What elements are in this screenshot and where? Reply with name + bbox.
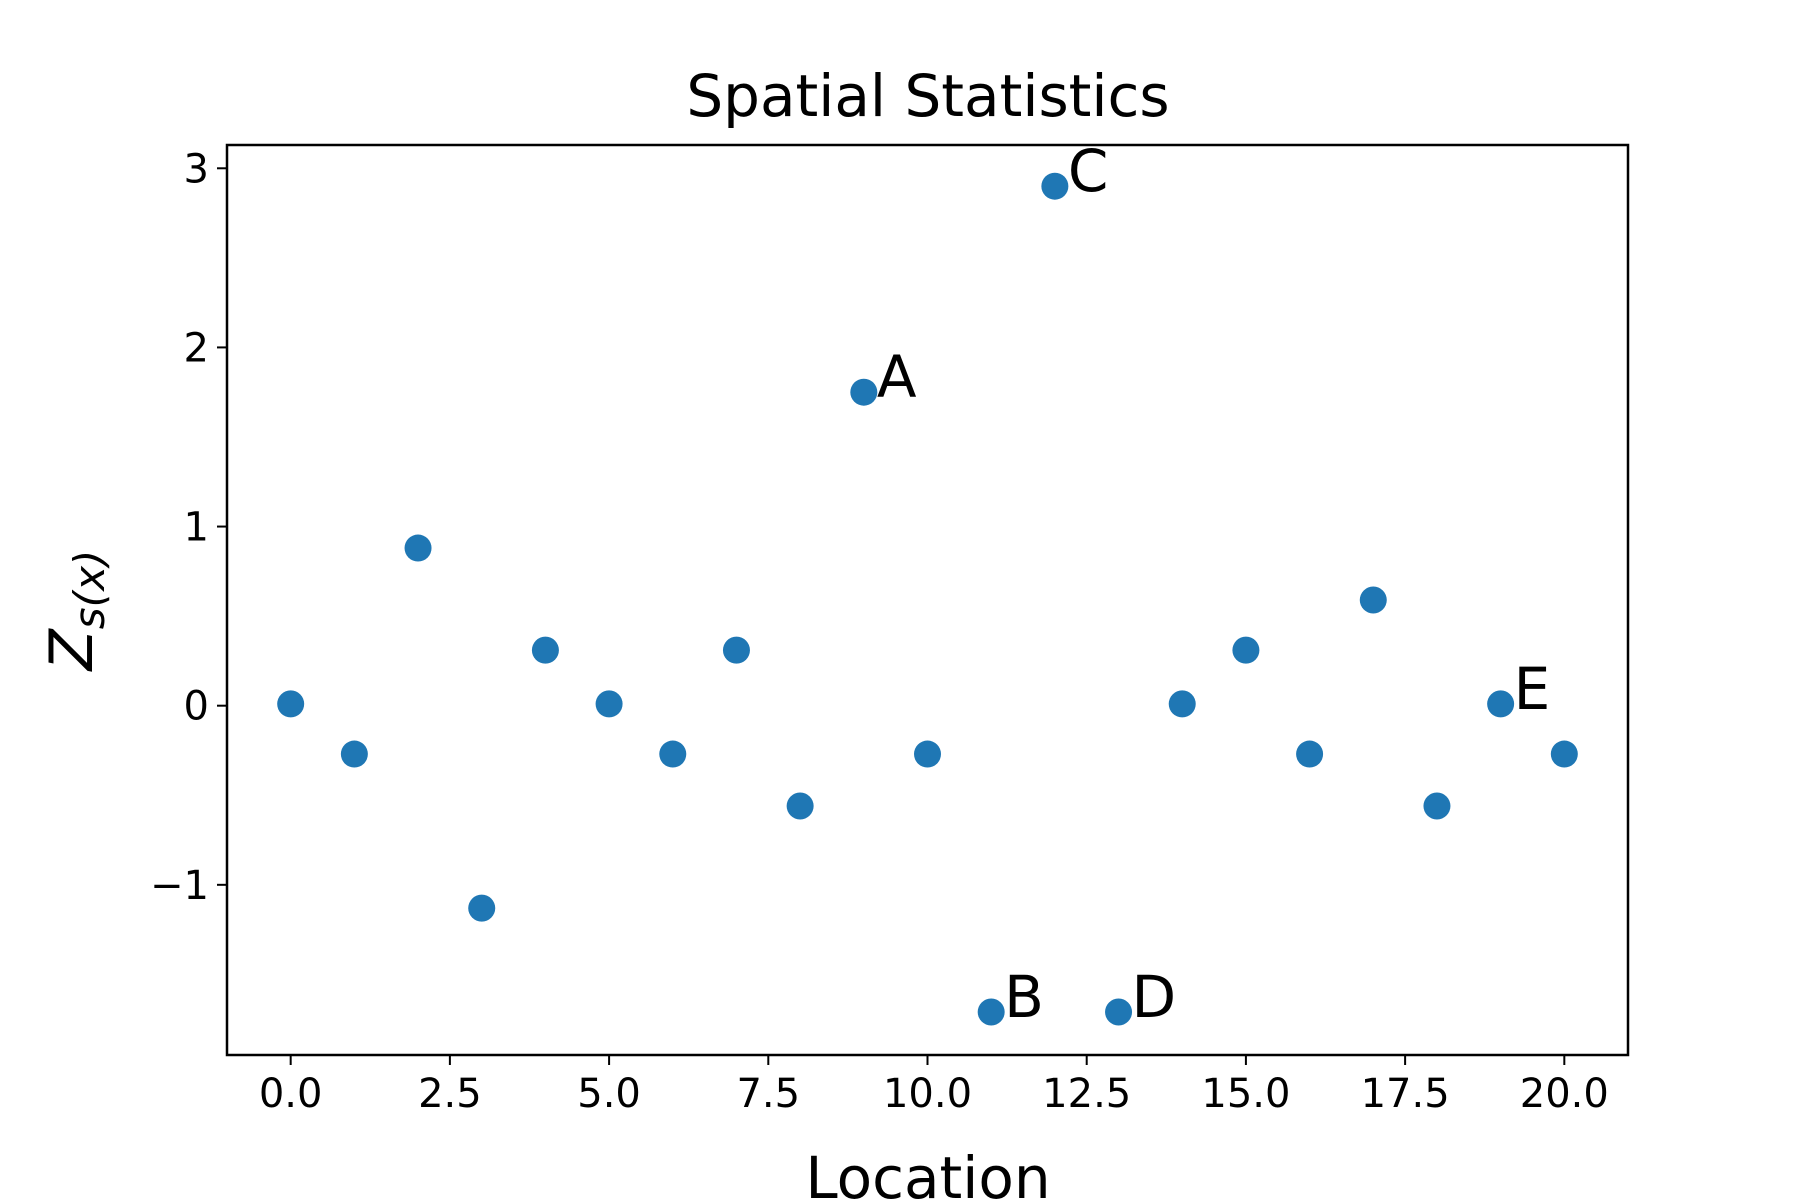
data-point-15 [1232, 636, 1260, 664]
data-point-9 [850, 378, 878, 406]
data-point-12 [1041, 172, 1069, 200]
y-tick-label-0: −1 [150, 863, 209, 909]
data-point-18 [1423, 792, 1451, 820]
annotation-c: C [1068, 137, 1109, 205]
y-tick-label-2: 1 [184, 505, 209, 551]
annotations-layer: A B C D E [877, 137, 1550, 1031]
annotation-d: D [1132, 963, 1177, 1031]
plot-frame [225, 143, 1630, 1057]
x-tick-label-3: 7.5 [736, 1071, 800, 1117]
data-point-11 [977, 998, 1005, 1026]
y-tick-label-3: 2 [184, 325, 209, 371]
annotation-a: A [877, 343, 917, 411]
x-axis-label: Location [805, 1144, 1050, 1200]
data-point-2 [404, 534, 432, 562]
y-axis-ticks: −1 0 1 2 3 [150, 146, 227, 909]
data-point-19 [1487, 690, 1515, 718]
x-tick-label-1: 2.5 [418, 1071, 482, 1117]
x-tick-label-6: 15.0 [1201, 1071, 1290, 1117]
data-point-20 [1550, 740, 1578, 768]
data-point-1 [340, 740, 368, 768]
y-tick-label-1: 0 [184, 684, 209, 730]
x-tick-label-7: 17.5 [1361, 1071, 1450, 1117]
data-point-5 [595, 690, 623, 718]
y-tick-label-4: 3 [184, 146, 209, 192]
y-axis-label-subscript: s(x) [65, 550, 114, 630]
data-point-4 [531, 636, 559, 664]
svg-text:Zs(x): Zs(x) [37, 550, 114, 673]
y-axis-label: Zs(x) [37, 550, 114, 673]
x-tick-label-4: 10.0 [883, 1071, 972, 1117]
data-point-8 [786, 792, 814, 820]
annotation-b: B [1004, 963, 1044, 1031]
x-tick-label-8: 20.0 [1520, 1071, 1609, 1117]
data-point-10 [914, 740, 941, 768]
x-tick-label-2: 5.0 [577, 1071, 641, 1117]
data-point-6 [659, 740, 687, 768]
data-point-13 [1105, 998, 1133, 1026]
data-point-0 [277, 690, 305, 718]
x-tick-label-0: 0.0 [259, 1071, 323, 1117]
data-point-17 [1359, 586, 1387, 614]
data-point-7 [722, 636, 750, 664]
x-tick-label-5: 12.5 [1042, 1071, 1131, 1117]
data-point-3 [468, 894, 496, 922]
data-point-14 [1168, 690, 1196, 718]
points-layer [277, 172, 1578, 1026]
annotation-e: E [1514, 655, 1551, 723]
chart-title: Spatial Statistics [686, 62, 1169, 130]
data-point-16 [1296, 740, 1324, 768]
y-axis-label-main: Z [37, 627, 107, 672]
x-axis-ticks: 0.0 2.5 5.0 7.5 10.0 12.5 15.0 17.5 20.0 [259, 1055, 1609, 1117]
